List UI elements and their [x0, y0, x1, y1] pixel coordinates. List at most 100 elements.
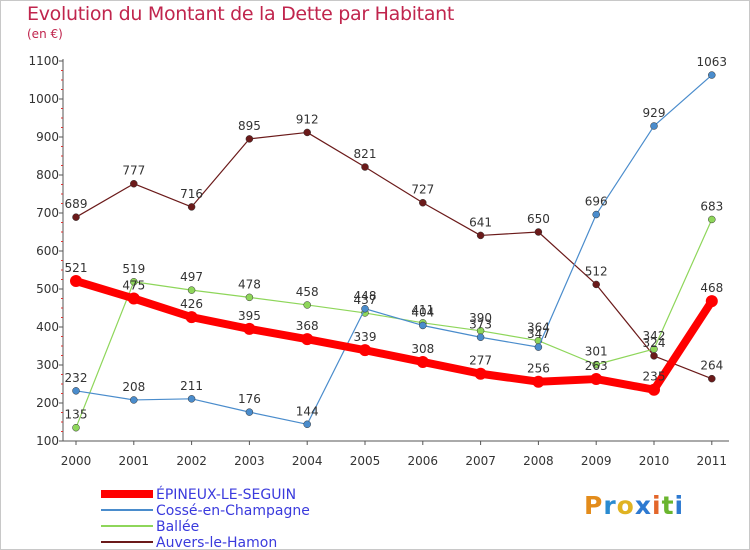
data-label: 929 — [643, 106, 666, 120]
data-point — [245, 135, 254, 143]
data-point — [303, 128, 311, 137]
data-point — [708, 71, 716, 79]
logo-letter: x — [634, 491, 652, 520]
data-label: 426 — [180, 297, 203, 311]
data-label: 256 — [527, 362, 550, 376]
data-label: 176 — [238, 392, 261, 406]
logo-letter: i — [674, 491, 685, 520]
data-label: 277 — [469, 354, 492, 368]
data-point — [130, 278, 138, 286]
y-tick-label: 300 — [36, 358, 59, 372]
data-point — [187, 395, 196, 403]
logo-letter: P — [584, 491, 604, 520]
data-point — [650, 352, 658, 360]
data-point — [359, 344, 371, 357]
y-tick-label: 500 — [36, 282, 59, 296]
data-point — [416, 355, 429, 368]
data-label: 308 — [411, 342, 434, 356]
data-label: 263 — [585, 359, 608, 373]
data-point — [245, 408, 254, 416]
data-point — [590, 373, 603, 386]
data-point — [361, 163, 369, 171]
x-tick-label: 2007 — [465, 454, 496, 468]
data-point — [245, 293, 254, 302]
data-point — [361, 305, 369, 313]
data-label: 390 — [469, 311, 492, 325]
data-point — [708, 215, 716, 224]
y-tick-label: 800 — [36, 168, 59, 182]
data-label: 519 — [122, 262, 145, 276]
data-label: 368 — [296, 319, 319, 333]
data-point — [187, 203, 196, 211]
data-label: 727 — [411, 183, 434, 197]
data-label: 404 — [411, 305, 434, 319]
x-tick-label: 2006 — [408, 454, 439, 468]
series-line — [75, 131, 713, 380]
data-point — [70, 275, 82, 288]
data-point — [303, 301, 311, 309]
data-label: 342 — [643, 329, 666, 343]
data-label: 135 — [65, 408, 88, 422]
y-tick-label: 1100 — [28, 54, 59, 68]
x-tick-label: 2004 — [292, 454, 323, 468]
logo-letter: o — [616, 491, 635, 520]
data-label: 821 — [354, 147, 377, 161]
y-tick-label: 900 — [36, 130, 59, 144]
data-label: 411 — [411, 303, 434, 317]
data-point — [127, 292, 140, 305]
data-label: 912 — [296, 112, 319, 126]
legend-label: Cossé-en-Champagne — [156, 503, 310, 519]
data-label: 696 — [585, 195, 608, 209]
logo-letter: i — [652, 491, 662, 520]
data-label: 144 — [296, 404, 319, 418]
data-label: 497 — [180, 270, 203, 284]
data-label: 448 — [354, 289, 377, 303]
y-tick-label: 600 — [36, 244, 59, 258]
data-point — [72, 213, 80, 221]
legend-label: ÉPINEUX-LE-SEGUIN — [156, 486, 296, 503]
chart-title: Evolution du Montant de la Dette par Hab… — [27, 3, 455, 25]
data-point — [592, 360, 600, 369]
data-label: 301 — [585, 345, 608, 359]
data-point — [130, 396, 138, 404]
x-tick-label: 2010 — [639, 454, 670, 468]
data-point — [705, 295, 718, 308]
data-label: 468 — [700, 281, 723, 295]
x-tick-label: 2003 — [234, 454, 265, 468]
x-tick-label: 2001 — [119, 454, 150, 468]
y-tick-label: 200 — [36, 396, 59, 410]
data-label: 689 — [65, 197, 88, 211]
data-label: 716 — [180, 187, 203, 201]
data-point — [592, 210, 600, 219]
data-label: 521 — [65, 261, 88, 275]
data-label: 347 — [527, 327, 550, 341]
data-point — [648, 383, 660, 396]
data-point — [474, 367, 487, 380]
data-point — [303, 420, 311, 429]
data-label: 650 — [527, 212, 550, 226]
series-line — [72, 277, 716, 394]
data-point — [592, 280, 600, 289]
legend-label: Auvers-le-Hamon — [156, 535, 277, 549]
data-point — [243, 322, 256, 335]
data-point — [187, 286, 196, 294]
data-point — [419, 198, 427, 207]
data-label: 395 — [238, 309, 261, 323]
data-label: 641 — [469, 215, 492, 229]
data-label: 235 — [643, 370, 666, 384]
data-point — [130, 179, 138, 188]
data-point — [532, 375, 545, 388]
data-point — [534, 228, 543, 236]
proxiti-logo: Proxiti — [584, 491, 684, 520]
data-point — [72, 423, 80, 432]
data-point — [476, 231, 485, 240]
data-point — [72, 387, 80, 395]
data-label: 683 — [700, 199, 723, 213]
x-tick-label: 2008 — [523, 454, 554, 468]
data-label: 512 — [585, 264, 608, 278]
x-tick-label: 2002 — [176, 454, 207, 468]
data-label: 364 — [527, 321, 550, 335]
data-label: 475 — [122, 279, 145, 293]
